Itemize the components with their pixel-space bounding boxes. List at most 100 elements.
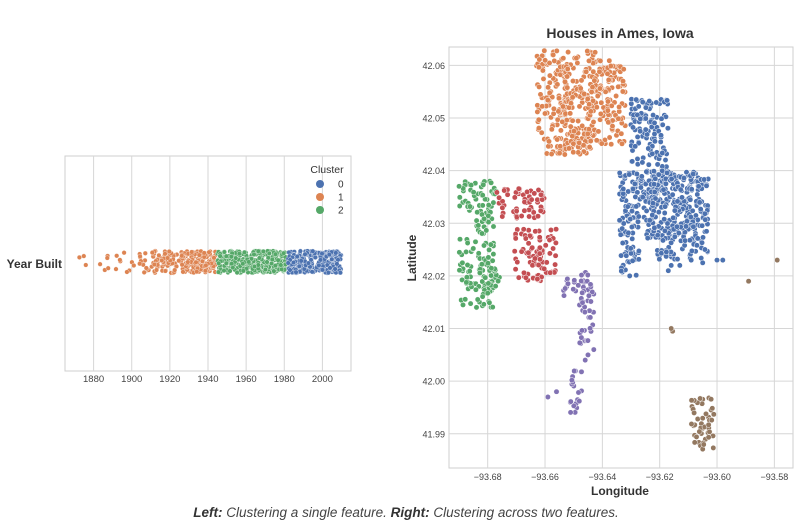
map-point: [493, 189, 500, 196]
caption-right-text: Clustering across two features.: [433, 505, 619, 520]
map-point: [536, 56, 543, 63]
map-point: [693, 242, 700, 249]
map-point: [501, 187, 508, 194]
map-point: [553, 47, 560, 54]
map-point: [546, 72, 553, 79]
map-point: [560, 103, 567, 110]
map-point: [456, 249, 463, 256]
legend-label: 0: [338, 180, 344, 191]
map-point: [553, 388, 560, 395]
map-point: [470, 245, 477, 252]
map-point: [546, 60, 553, 66]
strip-point: [131, 263, 137, 268]
map-point: [557, 143, 564, 150]
legend-marker: [316, 206, 324, 214]
map-point: [525, 240, 532, 247]
map-point: [618, 268, 625, 274]
map-point: [561, 292, 567, 299]
strip-point: [325, 270, 331, 276]
strip-point: [124, 269, 130, 275]
map-point: [620, 78, 626, 85]
map-point: [639, 99, 646, 106]
map-point: [634, 111, 641, 118]
map-point: [485, 254, 492, 261]
map-point: [645, 145, 652, 152]
map-point: [579, 299, 586, 306]
map-point: [609, 123, 616, 130]
map-point: [671, 233, 678, 240]
map-point: [664, 125, 671, 132]
map-point: [625, 188, 632, 195]
map-point: [683, 223, 689, 230]
map-point: [475, 250, 482, 257]
map-point: [664, 220, 671, 227]
map-point: [546, 237, 553, 243]
map-point: [529, 244, 536, 251]
map-point: [459, 259, 466, 266]
map-point: [547, 269, 554, 276]
map-point: [608, 141, 615, 148]
map-point: [550, 245, 557, 252]
map-y-tick-label: 42.02: [422, 271, 445, 281]
map-point: [467, 300, 474, 307]
map-point: [627, 245, 634, 252]
strip-point: [233, 255, 239, 261]
map-point: [605, 119, 612, 126]
map-point: [628, 250, 635, 257]
map-point: [540, 75, 547, 82]
map-point: [651, 224, 658, 231]
map-point: [520, 226, 527, 233]
strip-point: [203, 262, 209, 268]
map-point: [551, 57, 558, 64]
map-point: [696, 199, 703, 206]
map-point: [593, 137, 600, 144]
map-point: [638, 173, 645, 180]
legend-marker: [316, 180, 324, 188]
map-point: [606, 134, 613, 141]
map-point: [541, 265, 548, 272]
map-point: [695, 183, 702, 190]
map-point: [674, 198, 681, 205]
map-point: [564, 275, 571, 282]
strip-point: [223, 260, 229, 266]
map-point: [696, 428, 703, 435]
map-point: [584, 48, 591, 55]
strip-point: [142, 257, 148, 263]
map-point: [682, 237, 689, 244]
map-point: [655, 209, 662, 216]
map-point: [537, 256, 543, 263]
strip-point: [179, 262, 185, 268]
map-point: [652, 175, 659, 182]
map-point: [661, 216, 668, 223]
map-point: [541, 47, 548, 54]
map-point: [708, 417, 715, 424]
map-point: [538, 129, 545, 136]
map-point: [534, 102, 541, 109]
map-point: [485, 260, 491, 267]
map-point: [701, 176, 708, 183]
map-point: [463, 274, 470, 281]
map-point: [658, 132, 664, 139]
map-point: [578, 278, 585, 284]
map-point: [546, 89, 553, 96]
map-point: [699, 259, 706, 266]
strip-point: [202, 268, 208, 274]
map-point: [571, 368, 578, 374]
map-point: [618, 130, 625, 137]
strip-point: [193, 259, 199, 265]
strip-point: [326, 252, 332, 258]
map-point: [670, 214, 677, 221]
strip-point: [251, 252, 257, 257]
map-point: [499, 204, 506, 211]
map-point: [745, 278, 752, 285]
map-point: [485, 202, 492, 209]
strip-point: [172, 267, 178, 273]
map-point: [567, 409, 574, 416]
map-point: [688, 397, 695, 404]
map-point: [578, 334, 585, 341]
map-point: [587, 281, 594, 288]
map-point: [677, 186, 684, 193]
map-point: [534, 276, 541, 282]
strip-point: [176, 258, 182, 264]
map-point: [591, 77, 598, 84]
